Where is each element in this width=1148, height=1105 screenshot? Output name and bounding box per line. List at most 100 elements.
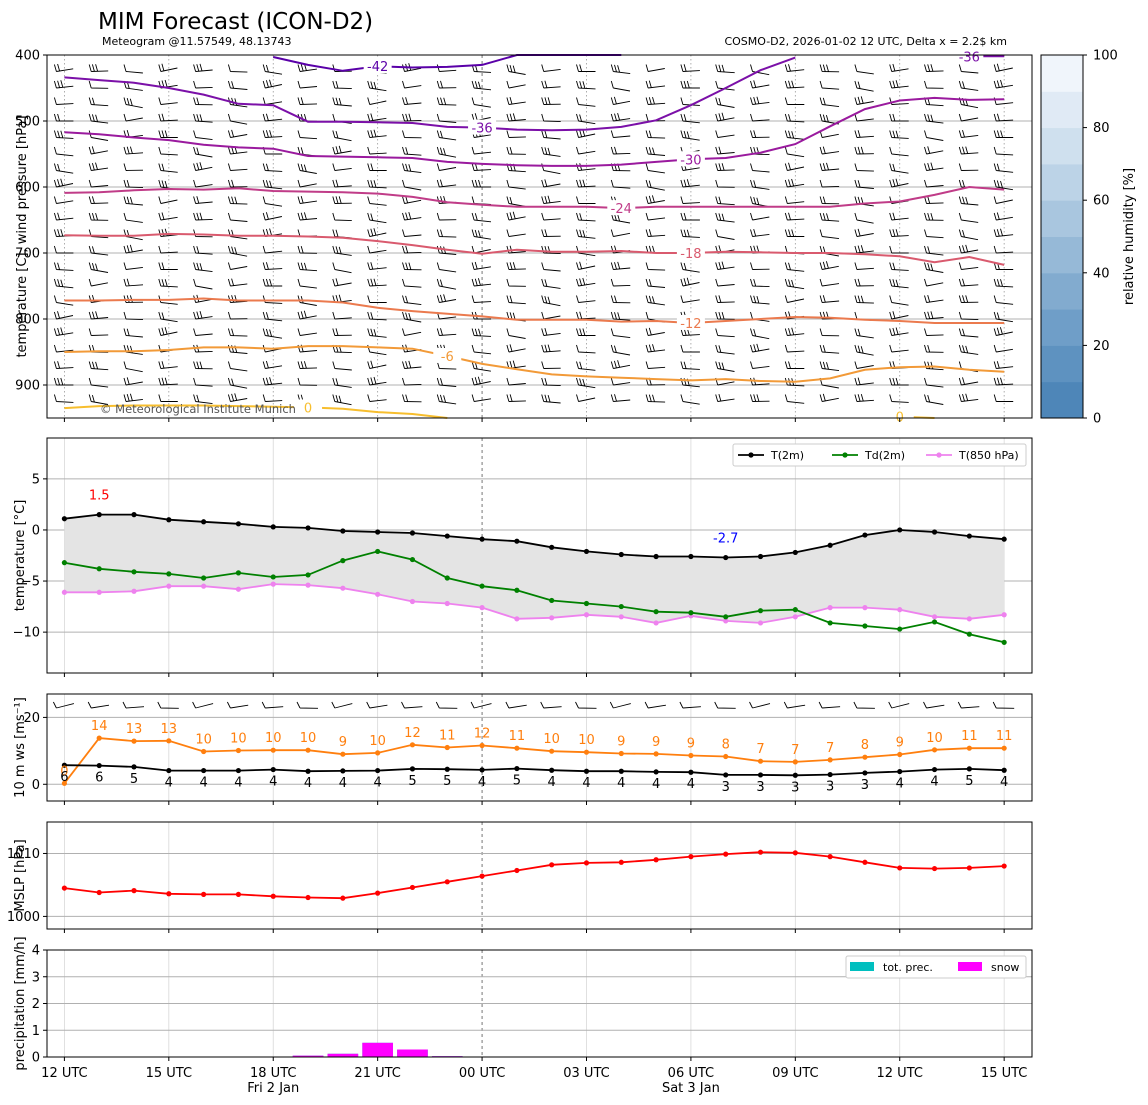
y-tick-label: 800 (15, 313, 40, 328)
wind-barb (471, 212, 492, 223)
data-point (479, 873, 485, 879)
wind-barb (541, 163, 561, 175)
data-point (514, 538, 520, 544)
wind-barb (436, 262, 457, 273)
wind-barb (367, 212, 387, 224)
precip-bar (327, 1053, 359, 1057)
isotherm: -36 (64, 56, 796, 137)
wind-barb (123, 328, 143, 338)
wind-barb (889, 245, 909, 254)
wind-barb (993, 196, 1013, 204)
wind-barb (576, 113, 596, 125)
data-point (549, 862, 555, 868)
wind-barb (680, 113, 700, 124)
legend-label: Td(2m) (864, 449, 905, 462)
wind-barb (958, 212, 979, 223)
colorbar-tick-label: 60 (1093, 194, 1110, 209)
wind-barb (715, 146, 735, 155)
isotherm-label: -24 (611, 202, 632, 217)
wind-barb (784, 278, 805, 290)
wind-barb (889, 394, 909, 403)
y-tick-label: −5 (21, 575, 40, 590)
gust-value-label: 14 (91, 719, 108, 734)
wind-barb (610, 278, 631, 287)
y-tick-label: 400 (15, 49, 40, 64)
wind-barb (193, 97, 213, 106)
wind-barb (541, 394, 561, 404)
surface-wind-barb (749, 701, 771, 709)
wind-barb (297, 328, 317, 336)
wind-barb (88, 245, 109, 256)
wind-barb (541, 361, 561, 369)
data-point (409, 530, 416, 536)
isotherm-label-bg (433, 347, 462, 363)
wind-barb (123, 196, 143, 206)
wind-barb (193, 278, 213, 290)
wind-barb (750, 96, 770, 105)
mean-wind-value-label: 3 (722, 780, 730, 795)
series-line (64, 764, 1005, 777)
data-point (931, 614, 938, 620)
wind-barb (436, 377, 457, 387)
gust-value-label: 10 (230, 732, 247, 747)
wind-barb (332, 344, 352, 354)
panel-frame (46, 54, 1033, 419)
legend-label: T(850 hPa) (958, 449, 1019, 462)
surface-wind-barb (609, 701, 631, 709)
mean-wind-value-label: 4 (1000, 775, 1008, 790)
wind-barb (715, 344, 735, 355)
time-tick-label: 00 UTC (459, 1066, 505, 1081)
data-point (931, 766, 938, 773)
surface-wind-barb (853, 701, 875, 709)
data-point (61, 780, 68, 786)
surface-wind-barb (540, 701, 562, 709)
data-point (723, 753, 729, 760)
data-point (340, 585, 346, 591)
wind-barb (750, 163, 770, 173)
wind-barb (610, 344, 631, 356)
mean-wind-value-label: 3 (756, 780, 764, 795)
data-point (131, 512, 137, 518)
y-axis-label: 10 m ws [ms⁻¹] (13, 697, 28, 798)
wind-barb (332, 278, 352, 287)
wind-barb (750, 228, 770, 237)
wind-barb (750, 278, 770, 288)
data-point (862, 623, 868, 629)
legend-marker (842, 452, 848, 458)
wind-barb (402, 130, 422, 139)
surface-wind-barb (435, 701, 458, 709)
series-line (64, 513, 1005, 559)
wind-barb (750, 361, 770, 369)
wind-barb (227, 129, 248, 138)
mean-wind-value-label: 4 (304, 776, 312, 791)
wind-barb (297, 377, 318, 386)
wind-barb (854, 278, 874, 287)
wind-barb (158, 63, 178, 72)
wind-barb (784, 262, 805, 272)
wind-barb (506, 394, 526, 402)
data-point (61, 516, 68, 522)
wind-barb (680, 377, 700, 388)
wind-barb (958, 80, 979, 91)
wind-barb (680, 179, 700, 188)
wind-barb (53, 278, 74, 289)
data-point (409, 598, 416, 605)
data-point (618, 768, 624, 774)
wind-barb (784, 130, 805, 140)
wind-barb (332, 97, 352, 107)
wind-barb (924, 328, 944, 336)
data-point (340, 751, 346, 757)
data-point (375, 890, 381, 896)
wind-barb (193, 179, 213, 188)
wind-barb (367, 179, 387, 189)
wind-barb (506, 80, 526, 89)
y-axis-label: temperature [°C] (13, 500, 28, 612)
wind-barb (576, 344, 596, 354)
wind-barb (680, 229, 700, 238)
data-point (61, 560, 68, 566)
data-point (723, 618, 729, 624)
data-point (862, 770, 868, 776)
wind-barb (645, 361, 666, 369)
data-point (96, 566, 102, 572)
